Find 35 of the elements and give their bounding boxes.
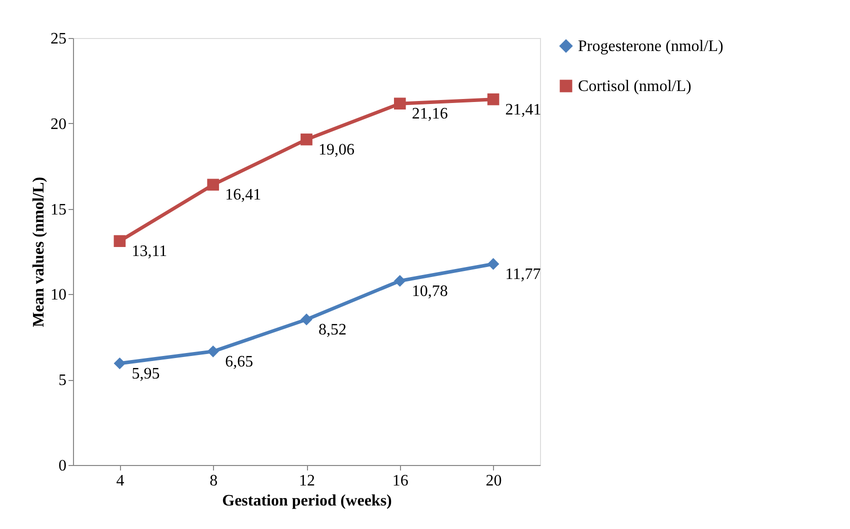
data-label: 21,16 — [412, 106, 448, 123]
data-label: 8,52 — [318, 321, 346, 338]
y-tick-label: 0 — [58, 458, 66, 474]
data-label: 16,41 — [225, 186, 262, 204]
y-tick-label: 10 — [50, 286, 66, 304]
x-tick-label: 16 — [392, 472, 408, 490]
data-label: 13,11 — [132, 243, 168, 260]
y-tick-label: 5 — [58, 372, 66, 390]
y-axis-title: Mean values (nmol/L) — [30, 176, 48, 328]
x-tick-label: 12 — [299, 472, 315, 490]
point — [300, 314, 312, 326]
data-label: 21,41 — [505, 101, 542, 118]
data-label: 6,65 — [225, 353, 254, 370]
x-axis-title: Gestation period (weeks) — [222, 492, 392, 510]
point — [487, 93, 500, 106]
x-tick-label: 20 — [486, 472, 502, 490]
legend-label: Progesterone (nmol/L) — [578, 38, 724, 55]
data-label: 10,78 — [412, 282, 448, 300]
point — [487, 258, 500, 270]
data-label: 19,06 — [318, 141, 354, 158]
point — [114, 357, 126, 370]
point — [207, 346, 220, 358]
point — [300, 134, 312, 146]
point — [207, 178, 220, 191]
point — [114, 235, 126, 247]
x-tick-label: 8 — [210, 472, 218, 490]
y-tick-label: 15 — [50, 201, 66, 218]
x-tick-label: 4 — [116, 472, 124, 490]
data-label: 5,95 — [132, 365, 160, 382]
y-tick-label: 25 — [50, 30, 66, 48]
legend-label: Cortisol (nmol/L) — [578, 78, 692, 95]
data-label: 11,77 — [505, 266, 541, 283]
point — [394, 274, 406, 287]
point — [394, 98, 406, 110]
y-tick-label: 20 — [50, 116, 66, 133]
